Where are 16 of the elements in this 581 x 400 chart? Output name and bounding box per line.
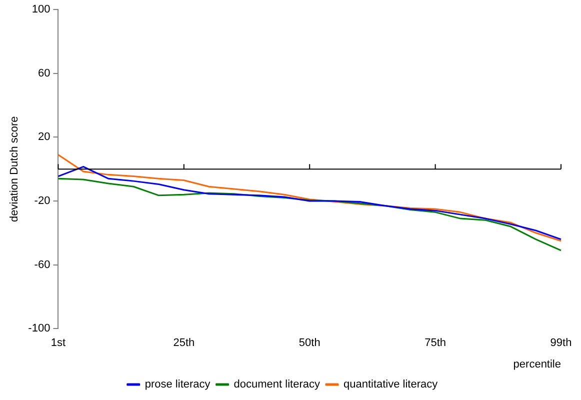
y-tick-label: -100 — [28, 322, 50, 335]
legend-label: document literacy — [234, 378, 320, 391]
y-tick-label: -20 — [34, 195, 50, 208]
x-tick-label: 25th — [173, 337, 195, 350]
x-tick-label: 75th — [424, 337, 446, 350]
y-tick-label: -60 — [34, 258, 50, 271]
y-tick-label: 20 — [38, 131, 50, 144]
y-tick-label: 60 — [38, 67, 50, 80]
y-tick-label: 100 — [32, 4, 50, 16]
legend-label: prose literacy — [144, 378, 211, 391]
y-axis-title: deviation Dutch score — [8, 116, 21, 222]
x-tick-label: 50th — [298, 337, 320, 350]
x-tick-label: 1st — [50, 337, 66, 350]
legend-label: quantitative literacy — [343, 378, 438, 391]
x-tick-label: 99th — [550, 337, 572, 350]
x-axis-title: percentile — [513, 358, 561, 370]
